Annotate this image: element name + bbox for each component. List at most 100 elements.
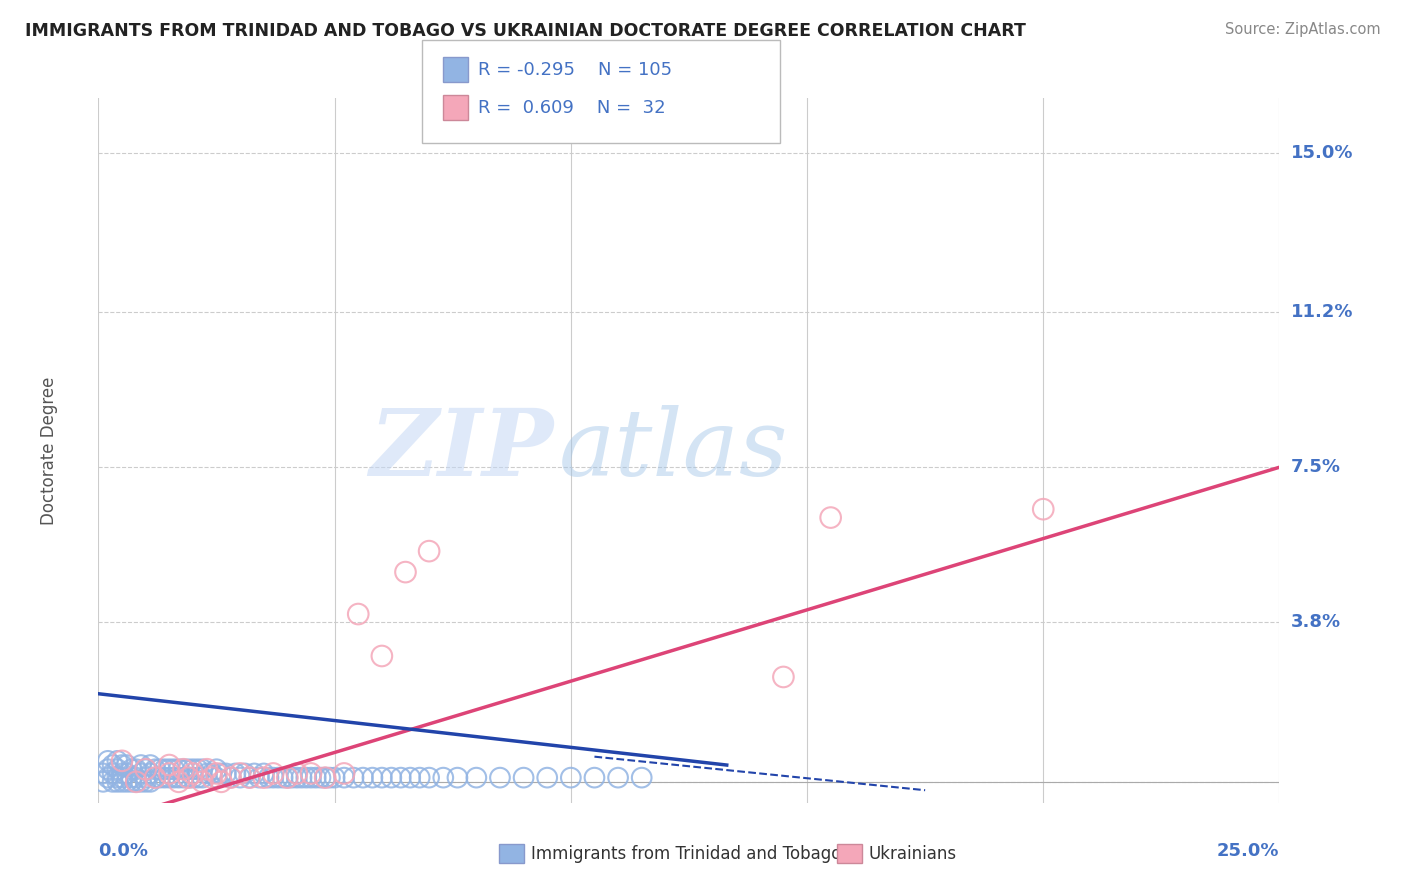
Text: Ukrainians: Ukrainians bbox=[869, 845, 957, 863]
Point bbox=[205, 762, 228, 776]
Point bbox=[135, 762, 157, 776]
Point bbox=[333, 766, 356, 780]
Text: 3.8%: 3.8% bbox=[1291, 614, 1341, 632]
Point bbox=[139, 766, 162, 780]
Point bbox=[135, 762, 157, 776]
Point bbox=[129, 758, 152, 772]
Point bbox=[257, 771, 280, 785]
Point bbox=[536, 771, 558, 785]
Point bbox=[314, 771, 336, 785]
Point bbox=[276, 771, 298, 785]
Point bbox=[299, 771, 322, 785]
Point bbox=[560, 771, 582, 785]
Point bbox=[121, 771, 143, 785]
Point bbox=[115, 758, 138, 772]
Point bbox=[253, 766, 276, 780]
Point bbox=[820, 510, 842, 524]
Point bbox=[201, 766, 224, 780]
Point bbox=[139, 758, 162, 772]
Point bbox=[157, 766, 180, 780]
Point bbox=[115, 766, 138, 780]
Text: atlas: atlas bbox=[560, 406, 789, 495]
Point bbox=[157, 762, 180, 776]
Point bbox=[125, 774, 148, 789]
Point bbox=[361, 771, 384, 785]
Point bbox=[233, 766, 256, 780]
Point bbox=[125, 771, 148, 785]
Point bbox=[323, 771, 346, 785]
Point bbox=[465, 771, 488, 785]
Point bbox=[195, 762, 218, 776]
Point bbox=[181, 771, 204, 785]
Point bbox=[243, 766, 266, 780]
Point bbox=[191, 774, 214, 789]
Point bbox=[129, 766, 152, 780]
Text: 11.2%: 11.2% bbox=[1291, 303, 1353, 321]
Point bbox=[172, 771, 194, 785]
Point bbox=[97, 762, 120, 776]
Point bbox=[163, 771, 186, 785]
Point bbox=[229, 771, 252, 785]
Point bbox=[432, 771, 454, 785]
Point bbox=[143, 771, 166, 785]
Point bbox=[295, 771, 318, 785]
Point bbox=[187, 771, 209, 785]
Point bbox=[371, 648, 394, 663]
Point bbox=[205, 766, 228, 780]
Point bbox=[285, 771, 308, 785]
Point bbox=[512, 771, 534, 785]
Point bbox=[105, 774, 128, 789]
Point bbox=[115, 774, 138, 789]
Text: Doctorate Degree: Doctorate Degree bbox=[39, 376, 58, 524]
Point bbox=[177, 771, 200, 785]
Point bbox=[101, 758, 124, 772]
Point bbox=[583, 771, 606, 785]
Point bbox=[489, 771, 512, 785]
Point bbox=[121, 774, 143, 789]
Point bbox=[143, 771, 166, 785]
Point bbox=[319, 771, 342, 785]
Point bbox=[101, 774, 124, 789]
Point bbox=[219, 771, 242, 785]
Point bbox=[271, 771, 294, 785]
Point bbox=[177, 762, 200, 776]
Point bbox=[408, 771, 430, 785]
Point bbox=[394, 565, 416, 579]
Text: 15.0%: 15.0% bbox=[1291, 144, 1353, 161]
Point bbox=[285, 766, 308, 780]
Point bbox=[607, 771, 630, 785]
Point bbox=[219, 771, 242, 785]
Point bbox=[125, 762, 148, 776]
Point bbox=[163, 762, 186, 776]
Point bbox=[253, 771, 276, 785]
Text: 7.5%: 7.5% bbox=[1291, 458, 1340, 476]
Point bbox=[105, 771, 128, 785]
Point bbox=[121, 762, 143, 776]
Point bbox=[352, 771, 374, 785]
Point bbox=[149, 771, 172, 785]
Point bbox=[135, 771, 157, 785]
Point bbox=[97, 771, 120, 785]
Point bbox=[97, 754, 120, 768]
Point bbox=[129, 774, 152, 789]
Point bbox=[267, 771, 290, 785]
Point bbox=[111, 766, 134, 780]
Point bbox=[205, 771, 228, 785]
Point bbox=[105, 762, 128, 776]
Point bbox=[101, 766, 124, 780]
Point bbox=[380, 771, 402, 785]
Text: IMMIGRANTS FROM TRINIDAD AND TOBAGO VS UKRAINIAN DOCTORATE DEGREE CORRELATION CH: IMMIGRANTS FROM TRINIDAD AND TOBAGO VS U… bbox=[25, 22, 1026, 40]
Point bbox=[181, 766, 204, 780]
Point bbox=[399, 771, 422, 785]
Point bbox=[111, 774, 134, 789]
Point bbox=[172, 762, 194, 776]
Point bbox=[172, 762, 194, 776]
Point bbox=[149, 762, 172, 776]
Point bbox=[229, 766, 252, 780]
Point bbox=[262, 771, 284, 785]
Point bbox=[139, 774, 162, 789]
Point bbox=[111, 771, 134, 785]
Point bbox=[125, 774, 148, 789]
Text: R =  0.609    N =  32: R = 0.609 N = 32 bbox=[478, 99, 665, 117]
Point bbox=[309, 771, 332, 785]
